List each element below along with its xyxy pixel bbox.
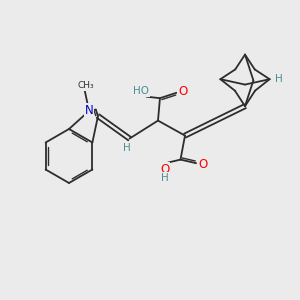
Text: CH₃: CH₃ — [78, 81, 94, 90]
Text: O: O — [178, 85, 188, 98]
Text: H: H — [275, 74, 283, 84]
Text: HO: HO — [133, 86, 149, 96]
Text: H: H — [161, 172, 169, 183]
Text: O: O — [198, 158, 207, 171]
Text: N: N — [85, 104, 93, 117]
Text: O: O — [160, 163, 170, 176]
Text: H: H — [123, 143, 131, 153]
